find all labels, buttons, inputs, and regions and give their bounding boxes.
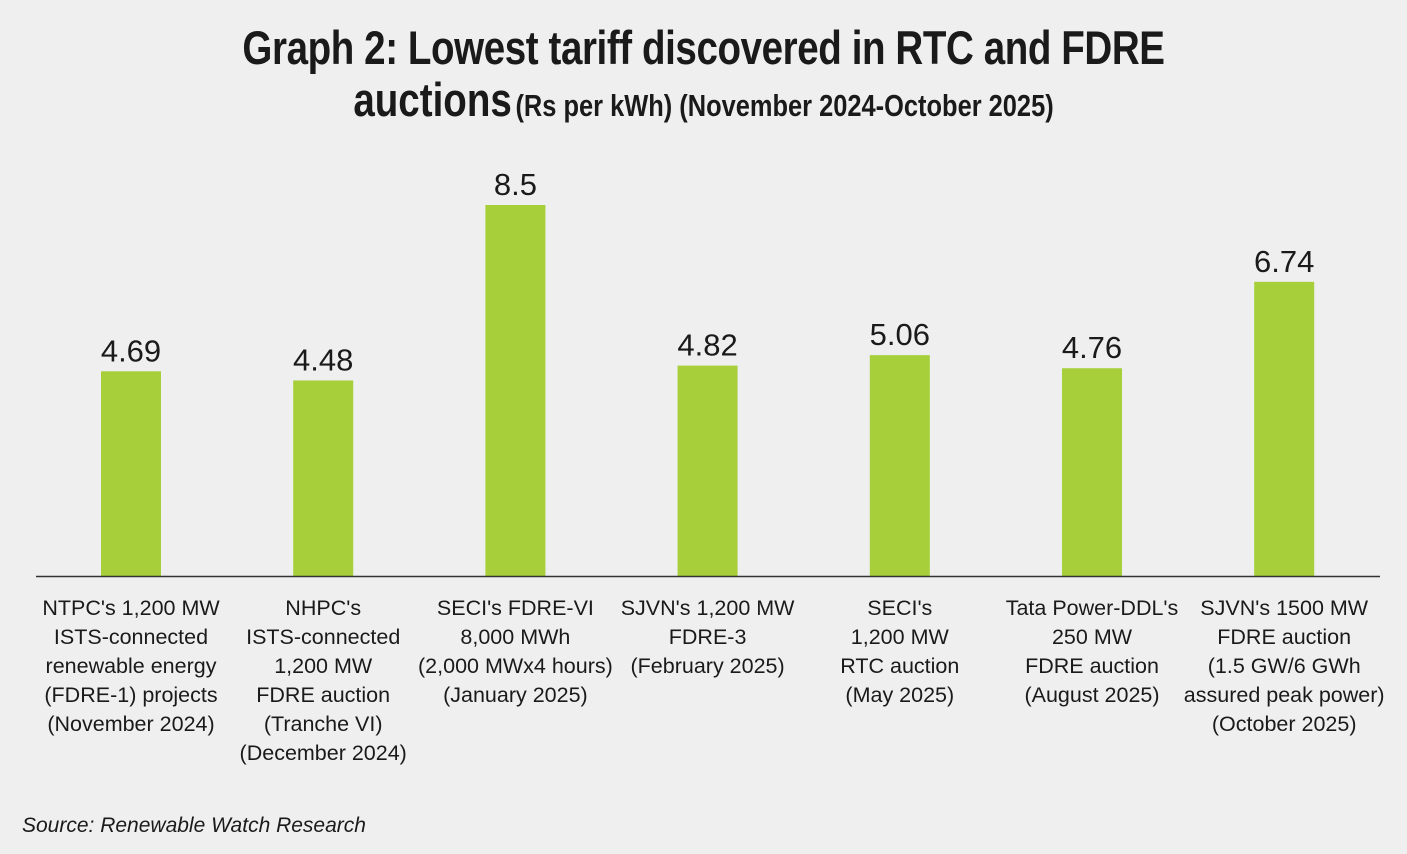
category-label-line: (FDRE-1) projects bbox=[44, 683, 217, 707]
chart-subtitle-main: auctions bbox=[353, 73, 512, 126]
category-label-line: (2,000 MWx4 hours) bbox=[418, 654, 613, 678]
data-label-2: 4.48 bbox=[293, 342, 353, 377]
data-label-7: 6.74 bbox=[1254, 244, 1314, 279]
category-label-line: (1.5 GW/6 GWh bbox=[1208, 654, 1361, 678]
category-label-6: Tata Power-DDL's 250 MW FDRE auction (Augus… bbox=[1006, 596, 1179, 707]
category-label-line: (November 2024) bbox=[47, 712, 214, 736]
category-label-line: Tata Power-DDL's bbox=[1006, 596, 1179, 620]
source-note: Source: Renewable Watch Research bbox=[22, 814, 366, 837]
category-label-line: (January 2025) bbox=[443, 683, 588, 707]
category-label-line: (October 2025) bbox=[1212, 712, 1357, 736]
bar-3 bbox=[485, 205, 546, 576]
bar-7 bbox=[1254, 281, 1315, 576]
category-label-5: SECI's 1,200 MW RTC auction (May 2025) bbox=[840, 596, 959, 707]
data-label-1: 4.69 bbox=[101, 333, 161, 368]
bar-2 bbox=[293, 380, 354, 576]
category-label-line: renewable energy bbox=[46, 654, 217, 678]
data-label-6: 4.76 bbox=[1062, 330, 1122, 365]
category-label-line: FDRE auction bbox=[256, 683, 390, 707]
category-label-line: SJVN's 1,200 MW bbox=[621, 596, 795, 620]
category-label-4: SJVN's 1,200 MW FDRE-3 (February 2025) bbox=[621, 596, 795, 678]
category-label-7: SJVN's 1500 MW FDRE auction (1.5 GW/6 GWh a… bbox=[1184, 596, 1385, 736]
category-label-3: SECI's FDRE-VI 8,000 MWh (2,000 MWx4 hours… bbox=[418, 596, 613, 707]
category-label-line: (August 2025) bbox=[1024, 683, 1159, 707]
chart-subtitle: auctions (Rs per kWh) (November 2024-Oct… bbox=[127, 72, 1281, 127]
category-label-line: assured peak power) bbox=[1184, 683, 1385, 707]
category-label-line: NHPC's bbox=[285, 596, 361, 620]
category-label-line: (May 2025) bbox=[845, 683, 954, 707]
category-label-line: FDRE auction bbox=[1025, 654, 1159, 678]
category-label-line: RTC auction bbox=[840, 654, 959, 678]
bar-5 bbox=[869, 355, 930, 576]
bar-1 bbox=[101, 371, 161, 576]
category-label-line: NTPC's 1,200 MW bbox=[42, 596, 220, 620]
chart-subtitle-units: (Rs per kWh) (November 2024-October 2025… bbox=[515, 88, 1054, 123]
category-label-line: (February 2025) bbox=[631, 654, 785, 678]
category-label-line: 8,000 MWh bbox=[460, 625, 570, 649]
category-label-line: FDRE-3 bbox=[669, 625, 747, 649]
category-label-line: 1,200 MW bbox=[851, 625, 950, 649]
category-label-line: SECI's bbox=[867, 596, 932, 620]
data-label-4: 4.82 bbox=[677, 328, 737, 363]
category-label-line: 1,200 MW bbox=[274, 654, 373, 678]
category-label-2: NHPC's ISTS-connected 1,200 MW FDRE auction… bbox=[240, 596, 407, 765]
category-label-line: ISTS-connected bbox=[54, 625, 208, 649]
category-label-line: ISTS-connected bbox=[246, 625, 400, 649]
category-label-line: (Tranche VI) bbox=[264, 712, 383, 736]
bar-4 bbox=[677, 365, 738, 576]
data-label-3: 8.5 bbox=[494, 167, 537, 202]
category-label-1: NTPC's 1,200 MW ISTS-connected renewable e… bbox=[42, 596, 220, 736]
bar-6 bbox=[1062, 368, 1122, 576]
chart-title: Graph 2: Lowest tariff discovered in RTC… bbox=[242, 21, 1165, 74]
category-label-line: (December 2024) bbox=[240, 741, 407, 765]
category-label-line: 250 MW bbox=[1052, 625, 1133, 649]
category-label-line: FDRE auction bbox=[1217, 625, 1351, 649]
category-label-line: SJVN's 1500 MW bbox=[1200, 596, 1368, 620]
category-label-line: SECI's FDRE-VI bbox=[437, 596, 594, 620]
data-label-5: 5.06 bbox=[870, 317, 930, 352]
